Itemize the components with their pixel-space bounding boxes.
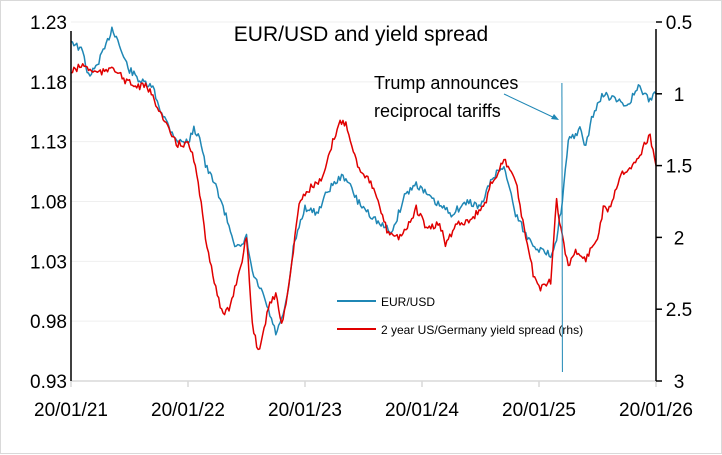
right-tick-label: 1.5 [666, 157, 692, 178]
annotation-line2: reciprocal tariffs [374, 101, 501, 121]
x-tick-label: 20/01/26 [619, 400, 693, 421]
annotation-arrow [503, 93, 558, 120]
x-tick-label: 20/01/22 [151, 400, 225, 421]
right-tick-label: 0.5 [666, 13, 692, 34]
left-tick-label: 1.18 [30, 73, 67, 94]
x-ticks: 20/01/21 20/01/22 20/01/23 20/01/24 20/01/25… [34, 381, 693, 421]
legend: EUR/USD 2 year US/Germany yield spread (… [337, 295, 583, 337]
legend-label-eurusd: EUR/USD [381, 295, 435, 309]
right-tick-label: 2 [674, 228, 685, 249]
x-tick-label: 20/01/24 [385, 400, 459, 421]
annotation-arrowhead [551, 114, 559, 120]
right-tick-label: 2.5 [666, 300, 692, 321]
series-spread-line [70, 63, 657, 351]
left-tick-label: 0.98 [30, 312, 67, 333]
right-ticks: 0.5 1 1.5 2 2.5 3 [656, 13, 692, 393]
series-layer [70, 26, 657, 351]
right-tick-label: 3 [674, 372, 685, 393]
left-tick-label: 1.13 [30, 133, 67, 154]
series-eurusd-line [70, 26, 657, 336]
left-tick-label: 1.23 [30, 13, 67, 34]
annotation-marker-line [561, 82, 563, 373]
x-tick-label: 20/01/25 [502, 400, 576, 421]
chart-title: EUR/USD and yield spread [234, 23, 488, 46]
right-tick-label: 1 [674, 85, 685, 106]
x-tick-label: 20/01/21 [34, 400, 108, 421]
left-tick-label: 0.93 [30, 372, 67, 393]
gridlines [71, 21, 656, 322]
x-tick-label: 20/01/23 [268, 400, 342, 421]
left-ticks: 0.93 0.98 1.03 1.08 1.13 1.18 1.23 [30, 13, 67, 393]
legend-label-spread: 2 year US/Germany yield spread (rhs) [381, 323, 583, 337]
left-tick-label: 1.08 [30, 193, 67, 214]
annotation-line1: Trump announces [374, 73, 518, 93]
left-tick-label: 1.03 [30, 252, 67, 273]
